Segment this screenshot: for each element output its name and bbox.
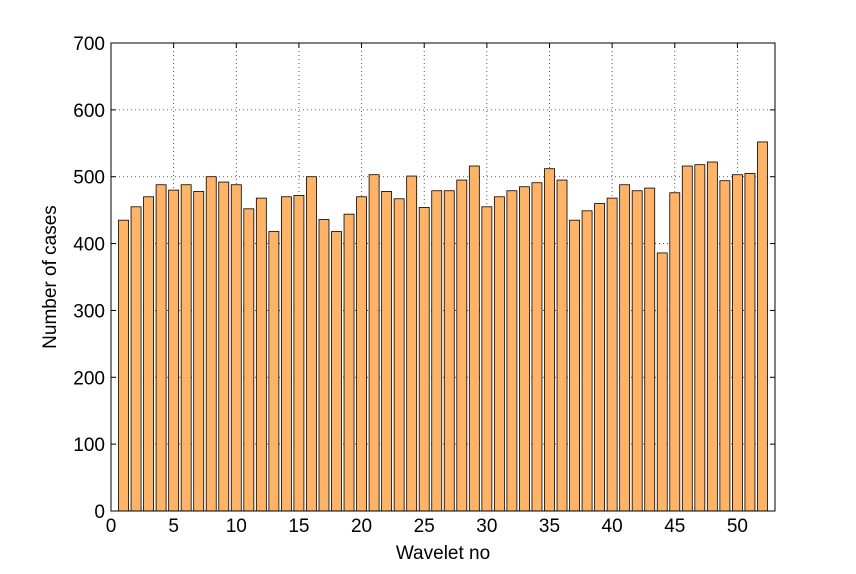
bar [456,179,468,512]
bar [519,186,530,512]
bar [255,197,267,512]
bar [719,180,731,512]
x-tick-label: 40 [602,516,623,537]
bar [406,175,418,512]
bar [268,231,280,512]
y-tick-label: 300 [73,301,105,322]
bar [143,196,154,512]
x-tick-label: 25 [414,516,435,537]
y-tick-label: 700 [73,34,105,55]
bar [443,190,455,512]
bar [280,196,292,512]
bar [393,198,405,512]
y-tick-label: 500 [73,168,105,189]
bar [205,176,217,512]
x-axis-label: Wavelet no [396,543,490,564]
bar [669,192,681,512]
bar [368,174,380,512]
bar [331,231,342,512]
bar [544,168,555,512]
y-tick-label: 0 [94,502,105,523]
plot-frame [110,42,776,512]
bar [230,184,242,512]
bar [706,161,718,512]
x-tick-label: 15 [288,516,309,537]
y-tick-label: 100 [73,435,105,456]
bar [569,219,580,512]
bar [431,190,443,512]
bar [694,164,706,512]
bar [243,208,255,512]
bar [293,195,305,512]
x-tick-label: 10 [226,516,247,537]
bar [155,184,167,512]
y-tick-label: 400 [73,235,105,256]
bar [619,184,631,512]
bar [531,182,543,512]
bar [306,176,317,512]
bar [356,196,367,512]
bar [506,190,518,512]
bar [118,219,129,512]
bar [644,187,656,512]
bar [493,196,505,512]
bar [481,206,493,512]
x-tick-label: 20 [351,516,372,537]
bar [744,172,756,512]
x-tick-label: 0 [106,516,117,537]
bar [581,210,593,512]
bar [168,189,180,512]
x-tick-label: 5 [168,516,179,537]
bar [418,207,430,512]
bar [130,206,142,512]
bar [468,165,480,512]
bar [193,191,205,512]
x-tick-label: 50 [727,516,748,537]
x-tick-label: 30 [476,516,497,537]
bar [757,141,768,512]
x-tick-label: 45 [664,516,685,537]
y-axis-label: Number of cases [40,205,61,349]
y-tick-label: 200 [73,368,105,389]
bar [180,184,192,512]
x-tick-label: 35 [539,516,560,537]
bar [732,174,743,512]
bar [656,252,668,512]
bar [381,191,393,512]
bar [318,219,330,512]
bar [218,181,230,512]
bar [594,203,606,512]
bar [343,213,355,512]
bar [556,179,568,512]
bar [606,197,618,512]
bar [681,165,693,512]
y-tick-label: 600 [73,101,105,122]
bar [631,190,643,512]
